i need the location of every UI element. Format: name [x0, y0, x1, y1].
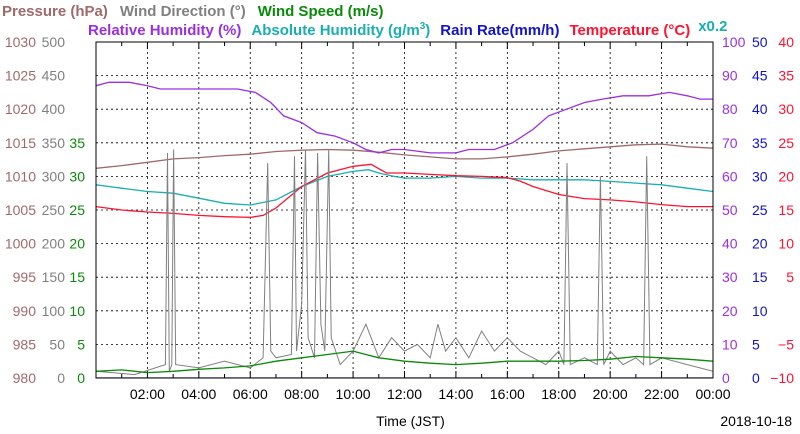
wind-direction-tick-label: 150: [42, 269, 66, 285]
humidity-tick-label: 70: [722, 135, 738, 151]
humidity-tick-label: 100: [722, 34, 746, 50]
pressure-tick-label: 990: [13, 303, 37, 319]
chart-date: 2018-10-18: [720, 413, 792, 429]
series-line: [96, 81, 713, 154]
x-tick-label: 00:00: [695, 386, 730, 402]
x-tick-label: 22:00: [644, 386, 679, 402]
grid: [96, 42, 713, 378]
legend-item: Temperature (°C): [569, 22, 690, 39]
wind-speed-tick-label: 0: [77, 370, 85, 386]
x-tick-label: 04:00: [181, 386, 216, 402]
x-tick-label: 08:00: [284, 386, 319, 402]
wind-direction-tick-label: 400: [42, 101, 66, 117]
pressure-tick-label: 1005: [5, 202, 36, 218]
wind-speed-tick-label: 35: [69, 135, 85, 151]
rain-rate-tick-label: 45: [752, 68, 768, 84]
x-tick-label: 18:00: [541, 386, 576, 402]
rain-rate-tick-label: 30: [752, 168, 768, 184]
legend-item: Rain Rate(mm/h): [440, 22, 559, 39]
rain-rate-tick-label: 10: [752, 303, 768, 319]
wind-direction-tick-label: 300: [42, 168, 66, 184]
temperature-tick-label: 5: [786, 269, 794, 285]
pressure-tick-label: 1030: [5, 34, 36, 50]
series-line: [96, 143, 713, 169]
series-line: [96, 163, 713, 219]
pressure-tick-label: 1015: [5, 135, 36, 151]
temperature-tick-label: 35: [778, 68, 794, 84]
wind-direction-tick-label: 0: [57, 370, 65, 386]
wind-direction-tick-label: 200: [42, 236, 66, 252]
legend-item: Relative Humidity (%): [88, 22, 241, 39]
rain-rate-tick-label: 15: [752, 269, 768, 285]
humidity-tick-label: 50: [722, 202, 738, 218]
temperature-tick-label: 40: [778, 34, 794, 50]
rain-rate-tick-label: 5: [752, 336, 760, 352]
legend-item: Absolute Humidity (g/m3): [251, 21, 430, 39]
wind-speed-tick-label: 25: [69, 202, 85, 218]
temperature-tick-label: 20: [778, 168, 794, 184]
pressure-tick-label: 985: [13, 336, 37, 352]
x-axis-title: Time (JST): [376, 413, 445, 429]
x-tick-label: 20:00: [593, 386, 628, 402]
rain-rate-tick-label: 35: [752, 135, 768, 151]
temperature-tick-label: 30: [778, 101, 794, 117]
temperature-tick-label: 25: [778, 135, 794, 151]
temperature-tick-label: −10: [770, 370, 794, 386]
legend-item: Wind Speed (m/s): [258, 3, 384, 20]
x-tick-label: 02:00: [130, 386, 165, 402]
plot-border: [95, 41, 714, 379]
x-tick-label: 10:00: [336, 386, 371, 402]
wind-direction-tick-label: 100: [42, 303, 66, 319]
wind-direction-tick-label: 350: [42, 135, 66, 151]
wind-speed-tick-label: 10: [69, 303, 85, 319]
temperature-tick-label: 10: [778, 236, 794, 252]
pressure-tick-label: 1010: [5, 168, 36, 184]
wind-direction-tick-label: 450: [42, 68, 66, 84]
rain-rate-tick-label: 0: [752, 370, 760, 386]
pressure-tick-label: 1000: [5, 236, 36, 252]
pressure-tick-label: 1020: [5, 101, 36, 117]
wind-speed-tick-label: 20: [69, 236, 85, 252]
wind-direction-tick-label: 250: [42, 202, 66, 218]
abs-humidity-scale-label: x0.2: [698, 18, 727, 35]
rain-rate-tick-label: 20: [752, 236, 768, 252]
rain-rate-tick-label: 50: [752, 34, 768, 50]
humidity-tick-label: 40: [722, 236, 738, 252]
wind-direction-tick-label: 500: [42, 34, 66, 50]
humidity-tick-label: 0: [722, 370, 730, 386]
x-ticks: [121, 42, 688, 378]
humidity-tick-label: 30: [722, 269, 738, 285]
series-group: [96, 81, 713, 378]
humidity-tick-label: 90: [722, 68, 738, 84]
x-tick-label: 16:00: [490, 386, 525, 402]
wind-speed-tick-label: 30: [69, 168, 85, 184]
series-line: [96, 149, 713, 376]
temperature-tick-label: 15: [778, 202, 794, 218]
pressure-tick-label: 1025: [5, 68, 36, 84]
x-tick-label: 06:00: [233, 386, 268, 402]
legend-item: Wind Direction (°): [120, 3, 246, 20]
humidity-tick-label: 20: [722, 303, 738, 319]
rain-rate-tick-label: 40: [752, 101, 768, 117]
humidity-tick-label: 80: [722, 101, 738, 117]
wind-speed-tick-label: 5: [77, 336, 85, 352]
series-line: [96, 169, 713, 206]
pressure-tick-label: 995: [13, 269, 37, 285]
x-tick-label: 14:00: [438, 386, 473, 402]
wind-direction-tick-label: 50: [49, 336, 65, 352]
legend-item: Pressure (hPa): [2, 3, 108, 20]
wind-speed-tick-label: 15: [69, 269, 85, 285]
series-line: [96, 350, 713, 374]
x-tick-label: 12:00: [387, 386, 422, 402]
humidity-tick-label: 60: [722, 168, 738, 184]
pressure-tick-label: 980: [13, 370, 37, 386]
humidity-tick-label: 10: [722, 336, 738, 352]
rain-rate-tick-label: 25: [752, 202, 768, 218]
temperature-tick-label: −5: [778, 336, 794, 352]
